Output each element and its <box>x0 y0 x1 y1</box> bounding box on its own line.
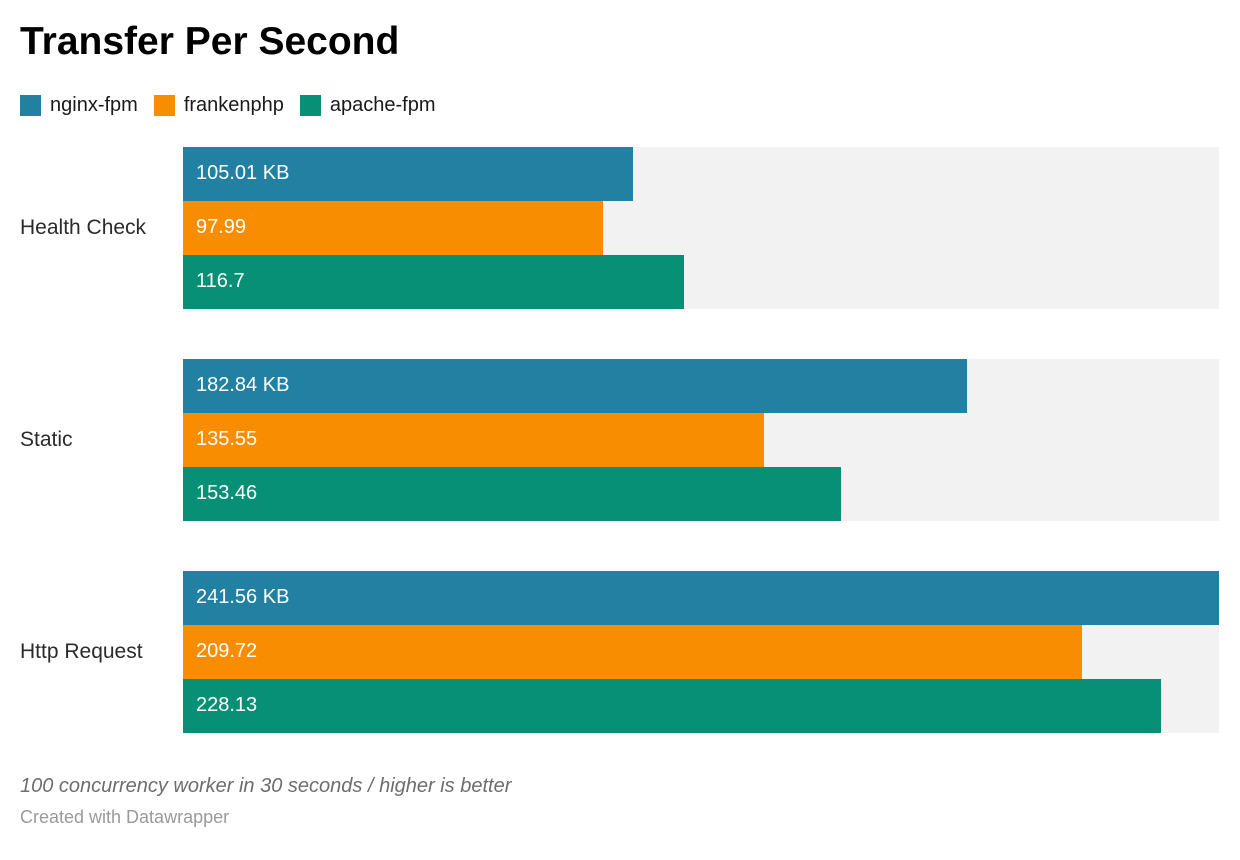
attribution-link[interactable]: Created with Datawrapper <box>20 806 230 827</box>
bar-apache-fpm: 228.13 <box>183 678 1162 733</box>
bar-track: 241.56 KB 209.72 228.13 <box>183 570 1219 733</box>
bar-frankenphp: 97.99 <box>183 200 604 255</box>
bar-nginx-fpm: 182.84 KB <box>183 358 968 413</box>
bar-value-label: 228.13 <box>196 694 258 717</box>
chart-row: Http Request 241.56 KB 209.72 228.13 <box>0 570 1240 733</box>
chart-note: 100 concurrency worker in 30 seconds / h… <box>20 774 512 797</box>
bar-chart: Health Check 105.01 KB 97.99 116.7 Static 182… <box>0 146 1240 733</box>
bar-track: 105.01 KB 97.99 116.7 <box>183 146 1219 309</box>
category-label: Health Check <box>20 215 147 239</box>
legend-item-apache-fpm: apache-fpm <box>299 93 436 117</box>
legend-swatch-apache-fpm <box>299 94 321 116</box>
bar-frankenphp: 209.72 <box>183 624 1083 679</box>
bar-value-label: 135.55 <box>196 428 258 451</box>
bar-value-label: 105.01 KB <box>196 162 290 185</box>
legend-label: nginx-fpm <box>50 93 138 116</box>
bar-value-label: 97.99 <box>196 216 247 239</box>
category-label: Static <box>20 427 73 451</box>
legend-item-frankenphp: frankenphp <box>153 93 284 117</box>
bar-value-label: 241.56 KB <box>196 586 290 609</box>
chart-title: Transfer Per Second <box>20 20 400 63</box>
legend-item-nginx-fpm: nginx-fpm <box>20 94 138 117</box>
legend-label: apache-fpm <box>329 93 436 116</box>
legend-swatch-nginx-fpm <box>20 94 41 116</box>
legend: nginx-fpm frankenphp apache-fpm <box>20 94 1240 117</box>
bar-value-label: 116.7 <box>196 270 245 293</box>
chart-row: Health Check 105.01 KB 97.99 116.7 <box>0 146 1240 309</box>
bar-nginx-fpm: 241.56 KB <box>183 570 1219 625</box>
bar-frankenphp: 135.55 <box>183 412 765 467</box>
bar-nginx-fpm: 105.01 KB <box>183 146 634 201</box>
bar-apache-fpm: 116.7 <box>183 254 684 309</box>
bar-value-label: 153.46 <box>196 482 258 505</box>
chart-row: Static 182.84 KB 135.55 153.46 <box>0 358 1240 521</box>
bar-apache-fpm: 153.46 <box>183 466 842 521</box>
legend-label: frankenphp <box>183 93 284 116</box>
legend-swatch-frankenphp <box>153 94 175 116</box>
bar-value-label: 209.72 <box>196 640 258 663</box>
bar-track: 182.84 KB 135.55 153.46 <box>183 358 1219 521</box>
category-label: Http Request <box>20 639 143 663</box>
bar-value-label: 182.84 KB <box>196 374 290 397</box>
